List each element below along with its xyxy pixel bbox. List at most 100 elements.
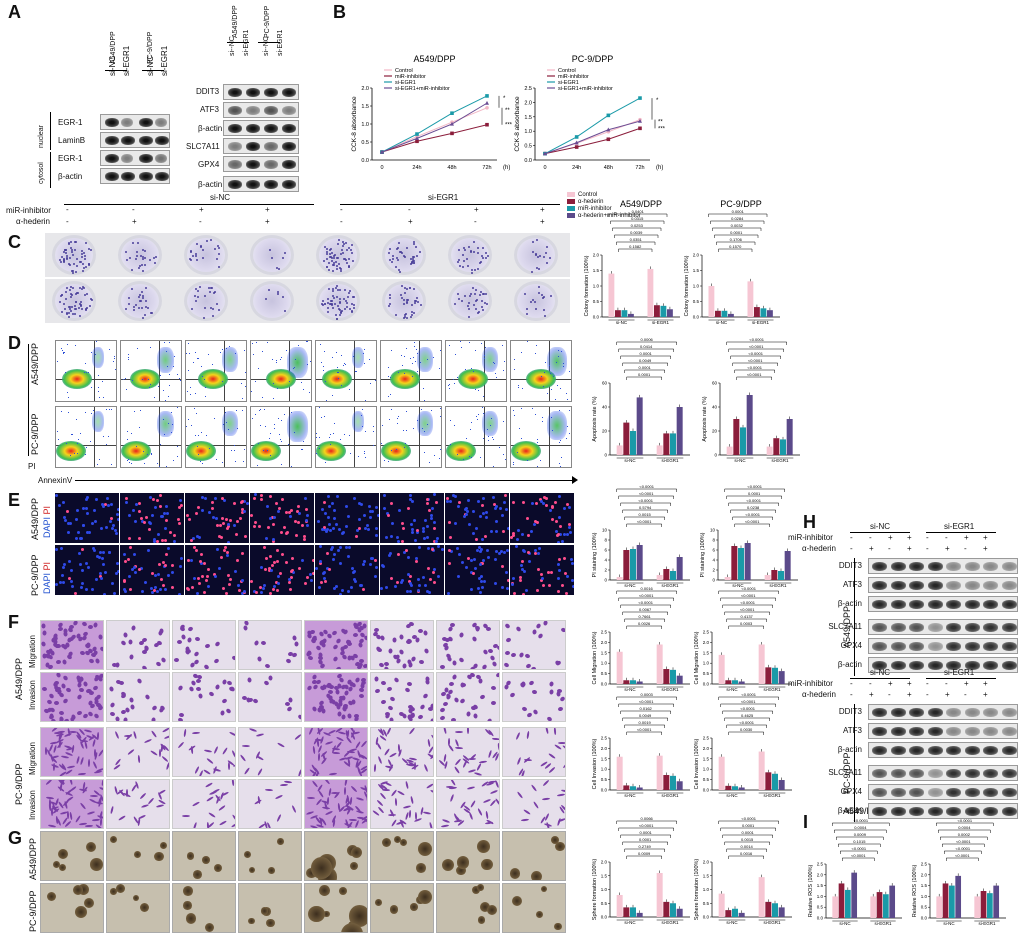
a-left-row-label: EGR-1 bbox=[58, 118, 83, 127]
colony-dot bbox=[472, 250, 475, 253]
bar-chart-3: 0 20 40 60 Apoptosis rate (%) si-NC si-EGR1 0.0… bbox=[592, 337, 690, 463]
flow-dot bbox=[321, 361, 323, 363]
colony-dot bbox=[350, 251, 353, 254]
colony-dot bbox=[191, 255, 194, 258]
bar-ytick-label: 0.0 bbox=[703, 682, 710, 687]
colony-dot bbox=[343, 242, 346, 245]
colony-dot bbox=[195, 243, 198, 246]
bar-ytick-label: 2.5 bbox=[601, 736, 608, 741]
bar bbox=[883, 894, 889, 918]
pvalue-label: 0.0315 bbox=[631, 216, 644, 221]
bar bbox=[845, 889, 851, 918]
colony-dot bbox=[331, 256, 334, 259]
h-row-hederin: α-hederin bbox=[802, 544, 836, 553]
colony-dot bbox=[80, 303, 83, 306]
colony-dot bbox=[402, 302, 405, 305]
bar-ytick-label: 1.5 bbox=[601, 873, 608, 878]
bar bbox=[758, 877, 765, 917]
pvalue-label: <0.0001 bbox=[639, 823, 654, 828]
bar-ytick-label: 2.0 bbox=[601, 860, 608, 865]
flow-cluster bbox=[322, 369, 352, 389]
colony-dot bbox=[65, 287, 68, 290]
colony-plate bbox=[250, 281, 294, 321]
cck-xtick-label: 0 bbox=[543, 165, 546, 171]
colony-dot bbox=[141, 307, 144, 310]
colony-dot bbox=[136, 255, 139, 258]
flow-dot bbox=[535, 345, 537, 347]
colony-dot bbox=[282, 257, 285, 260]
flow-dot bbox=[449, 387, 451, 389]
colony-dot bbox=[71, 254, 74, 257]
bar-ytick-label: 60 bbox=[602, 381, 608, 386]
colony-dot bbox=[330, 251, 333, 254]
colony-dot bbox=[413, 288, 416, 291]
h-band bbox=[890, 661, 906, 670]
colony-dot bbox=[477, 311, 480, 314]
bar bbox=[630, 907, 636, 917]
colony-dot bbox=[203, 317, 206, 320]
flow-dot bbox=[162, 389, 164, 391]
flow-dot bbox=[477, 389, 479, 391]
h-sign-mir: - bbox=[926, 533, 929, 542]
colony-dot bbox=[141, 257, 144, 260]
h-band bbox=[927, 623, 943, 632]
bar bbox=[663, 569, 670, 580]
bar bbox=[765, 901, 772, 917]
flow-dot bbox=[322, 370, 324, 372]
colony-dot bbox=[139, 294, 142, 297]
colony-dot bbox=[535, 253, 538, 256]
colony-dot bbox=[395, 247, 398, 250]
flow-dot bbox=[475, 388, 477, 390]
bar bbox=[780, 439, 786, 455]
pvalue-label: 0.1570 bbox=[729, 244, 742, 249]
h-band bbox=[946, 581, 961, 590]
colony-dot bbox=[464, 294, 467, 297]
colony-dot bbox=[124, 251, 127, 254]
colony-dot bbox=[72, 269, 75, 272]
colony-dot bbox=[326, 266, 329, 269]
h-sign-hederin: + bbox=[983, 690, 988, 699]
colony-dot bbox=[277, 267, 280, 270]
colony-dot bbox=[67, 306, 70, 309]
colony-dot bbox=[466, 304, 469, 307]
h-band bbox=[983, 788, 998, 797]
h-band bbox=[946, 600, 961, 609]
h-band bbox=[909, 600, 924, 609]
colony-dot bbox=[68, 311, 71, 314]
colony-dot bbox=[394, 266, 397, 269]
a-blot-ddit3 bbox=[223, 84, 299, 100]
h-band bbox=[946, 746, 961, 755]
colony-dot bbox=[131, 287, 134, 290]
colony-dot bbox=[484, 256, 487, 259]
c-sign-mir: + bbox=[540, 205, 545, 214]
h-blot-row bbox=[868, 596, 1018, 612]
flow-dot bbox=[124, 377, 126, 379]
bar bbox=[728, 313, 734, 317]
h-sign-mir: - bbox=[869, 679, 872, 688]
flow-dot bbox=[337, 372, 339, 374]
flow-dot bbox=[344, 362, 346, 364]
pvalue-label: 0.1706 bbox=[730, 237, 743, 242]
colony-dot bbox=[67, 316, 70, 319]
colony-dot bbox=[486, 255, 489, 258]
bar bbox=[764, 575, 771, 580]
bar-group-label: si-EGR1 bbox=[763, 920, 780, 925]
h-band bbox=[1001, 562, 1017, 571]
bar bbox=[955, 875, 962, 918]
bar bbox=[732, 908, 738, 917]
h-blot-label-text: DDIT3 bbox=[838, 707, 862, 716]
flow-dot bbox=[64, 372, 66, 374]
colony-dot bbox=[331, 303, 334, 306]
colony-dot bbox=[349, 308, 352, 311]
cck-legend-label: miR-inhibitor bbox=[395, 74, 426, 80]
bar bbox=[725, 910, 732, 917]
colony-dot bbox=[482, 308, 485, 311]
colony-dot bbox=[352, 306, 355, 309]
flow-dot bbox=[560, 350, 562, 352]
bar-ytick-label: 2.0 bbox=[921, 872, 928, 877]
flow-dot bbox=[547, 393, 549, 395]
h-band bbox=[909, 807, 924, 816]
a-right-row-label: GPX4 bbox=[198, 160, 220, 169]
colony-dot bbox=[217, 247, 220, 250]
colony-dot bbox=[276, 293, 279, 296]
